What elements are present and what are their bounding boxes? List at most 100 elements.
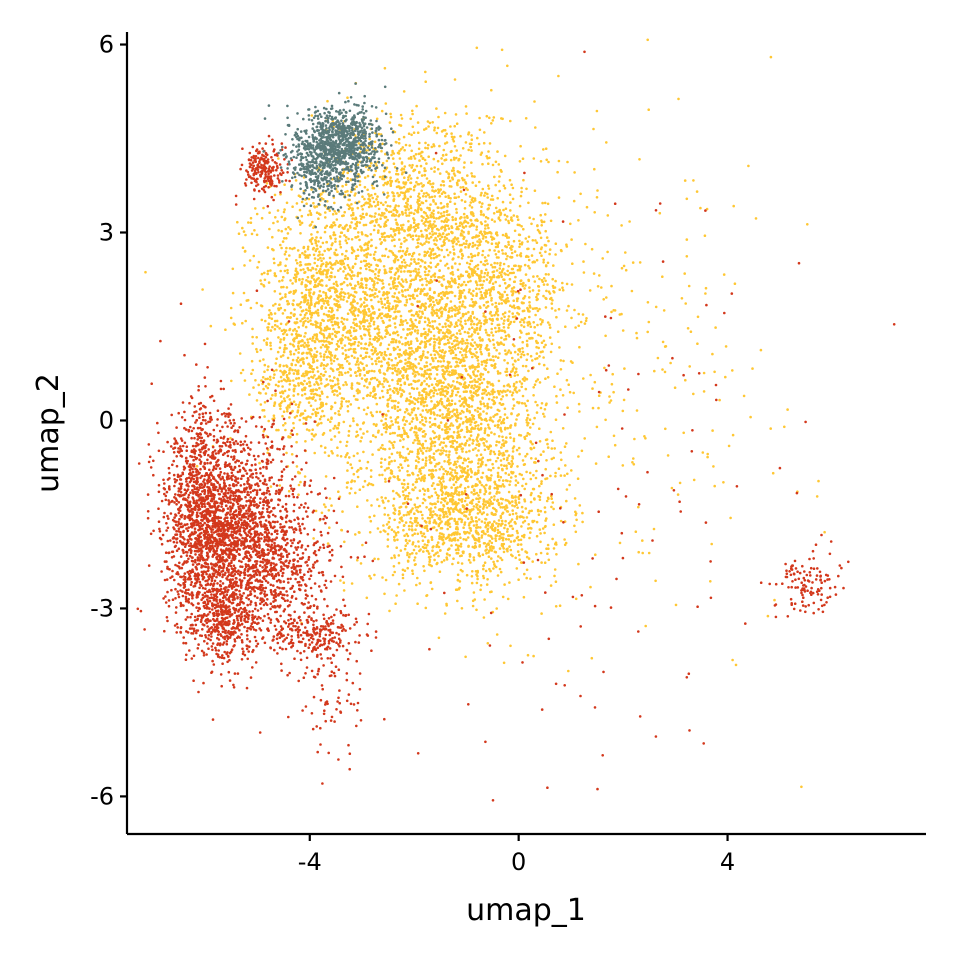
data-point [471,416,475,420]
data-point [460,358,463,362]
data-point [514,499,517,502]
data-point [388,517,392,520]
data-point [431,325,435,328]
data-point [418,428,422,432]
data-point [539,406,543,410]
data-point [511,504,514,507]
data-point [372,422,376,426]
data-point [357,344,360,347]
data-point [430,400,433,403]
data-point [362,485,365,489]
data-point [417,287,420,291]
data-point [428,558,432,561]
data-point [380,419,383,423]
data-point [455,393,458,397]
data-point [431,473,435,477]
data-point [528,266,531,270]
data-point [470,344,474,347]
data-point [344,381,347,384]
data-point [478,509,482,512]
data-point [421,352,425,356]
data-point [406,559,410,563]
data-point [396,296,399,300]
data-point [438,514,442,517]
data-point [463,487,467,490]
data-point [386,361,389,365]
data-point [486,262,489,266]
data-point [313,304,317,308]
data-point [311,247,315,251]
data-point [465,428,469,431]
data-point [479,339,482,342]
data-point [525,358,529,362]
data-point [490,496,493,499]
data-point [424,432,427,436]
data-point [585,205,589,209]
data-point [559,519,563,523]
data-point [464,355,468,359]
data-point [406,377,409,380]
data-point [469,434,473,437]
data-point [437,211,440,214]
data-point [345,440,349,444]
data-point [424,273,427,277]
data-point [511,534,514,537]
data-point [328,334,332,338]
data-point [420,219,424,222]
data-point [352,318,356,321]
data-point [359,369,362,372]
data-point [435,528,439,532]
data-point [266,269,270,273]
data-point [511,509,514,512]
data-point [361,543,364,547]
data-point [455,411,459,414]
data-point [446,341,450,345]
data-point [414,528,417,531]
data-point [392,530,396,533]
data-point [479,438,482,441]
data-point [255,336,258,339]
data-point [291,302,295,306]
data-point [457,357,461,361]
data-point [394,399,397,403]
data-point [352,337,355,340]
data-point [441,364,445,368]
data-point [502,661,506,665]
data-point [374,212,377,215]
data-point [369,244,373,248]
data-point [526,527,530,530]
data-point [467,558,471,562]
data-point [561,427,565,430]
data-point [495,440,499,444]
data-point [243,379,247,382]
data-point [469,279,472,283]
data-point [445,502,449,506]
data-point [565,488,569,491]
data-point [506,527,509,531]
data-point [533,416,536,420]
data-point [423,265,427,269]
data-point [466,517,470,520]
data-point [465,573,469,577]
data-point [496,423,500,427]
data-point [442,449,446,452]
data-point [492,343,496,346]
data-point [383,469,387,472]
data-point [419,367,422,370]
data-point [426,446,429,450]
data-point [396,191,399,195]
data-point [442,441,446,445]
data-point [412,188,416,192]
data-point [560,458,563,462]
data-point [414,433,418,437]
data-point [451,442,455,445]
data-point [444,389,448,393]
data-point [459,542,463,546]
data-point [455,451,458,455]
data-point [436,551,439,554]
data-point [429,555,432,558]
data-point [517,553,521,557]
data-point [504,479,508,482]
data-point [413,426,417,430]
data-point [407,294,411,297]
